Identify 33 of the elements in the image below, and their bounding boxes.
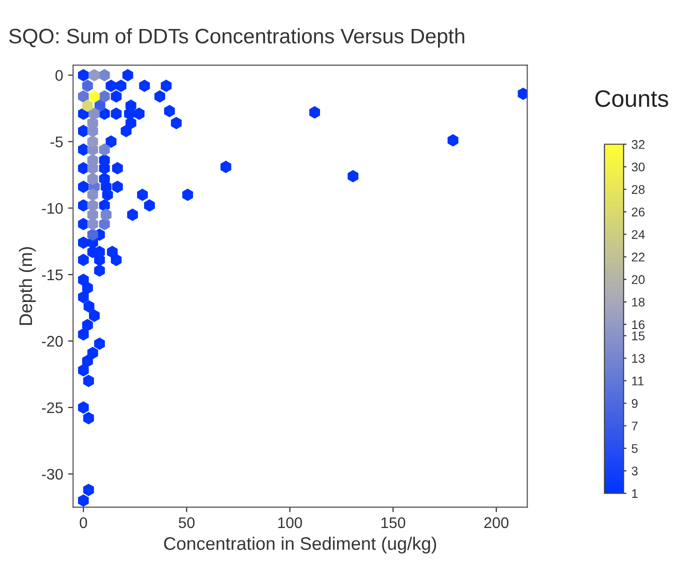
y-tick-label: -5 [50,136,63,148]
y-tick-label: 0 [55,70,63,81]
color-bar-label: 22 [632,252,644,262]
color-bar-label: 15 [632,332,645,340]
y-tick-label: -20 [42,336,63,347]
color-bar-label: 16 [632,320,645,330]
x-tick-label: 0 [80,517,88,528]
y-tick-label: -25 [42,402,63,414]
color-bar-label: 9 [632,399,638,408]
x-tick-label: 200 [484,517,508,528]
color-bar-label: 13 [632,354,645,363]
color-bar-label: 28 [632,185,645,194]
color-bar-label: 32 [632,140,644,149]
x-tick-label: 150 [382,517,406,528]
x-tick-label: 50 [178,517,195,528]
y-tick-label: -15 [42,270,63,280]
color-bar-label: 24 [632,230,645,239]
color-bar-label: 11 [632,376,644,386]
color-bar-label: 18 [632,298,645,307]
color-bar-label: 5 [632,444,638,453]
x-tick-label: 100 [278,517,302,528]
color-bar-label: 3 [632,466,638,476]
color-bar-label: 1 [632,489,638,498]
y-tick-label: -10 [42,202,63,214]
y-axis-title: Depth (m) [18,247,36,325]
y-tick-label: -30 [42,468,63,480]
chart-title: SQO: Sum of DDTs Concentrations Versus Depth [9,28,464,48]
color-bar-title: Counts [595,90,668,107]
x-axis-title: Concentration in Sediment (ug/kg) [164,536,436,554]
color-bar-label: 7 [632,422,638,430]
color-bar-label: 20 [632,275,645,284]
color-bar-label: 26 [632,208,645,216]
color-bar-label: 30 [632,162,645,172]
